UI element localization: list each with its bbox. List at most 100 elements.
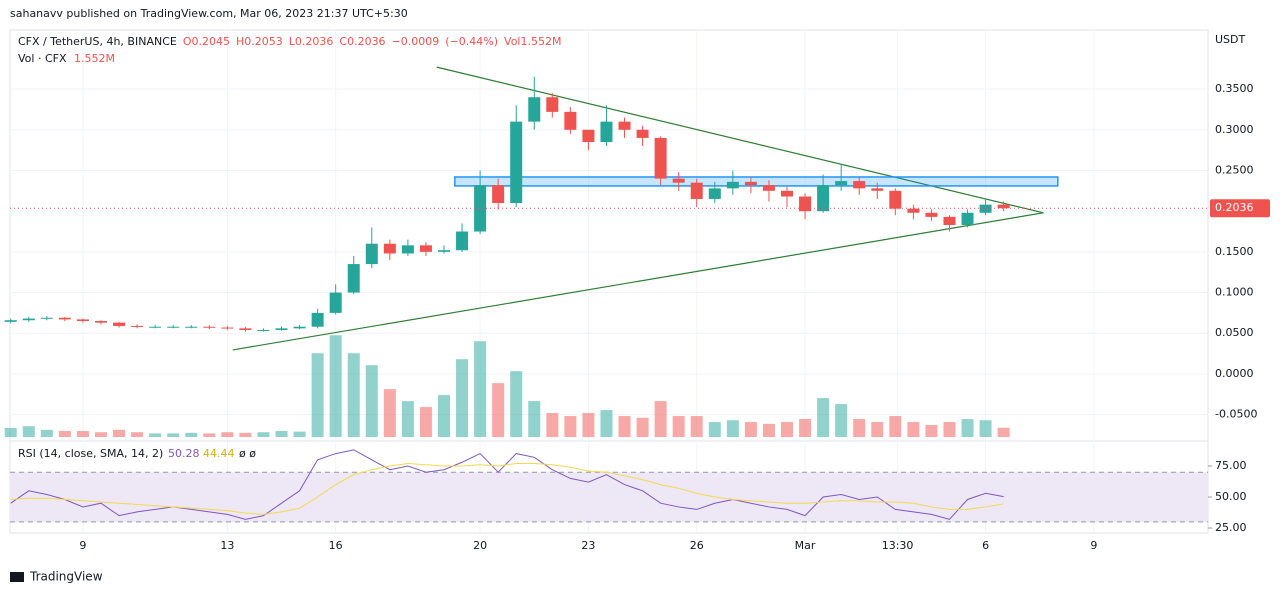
candle-body xyxy=(347,264,360,293)
candle-body xyxy=(654,137,667,179)
volume-bar xyxy=(528,401,541,437)
volume-bar xyxy=(94,432,107,437)
legend-value: (−0.44%) xyxy=(445,35,498,48)
volume-bar xyxy=(835,404,848,437)
trendline xyxy=(232,212,1044,351)
volume-bar xyxy=(744,422,757,437)
x-tick-label: Mar xyxy=(795,539,816,552)
x-tick-label: 20 xyxy=(473,539,487,552)
last-price-label: 0.2036 xyxy=(1215,201,1254,214)
y-tick-label: 0.0000 xyxy=(1215,367,1254,380)
volume-bar xyxy=(419,407,432,437)
x-tick-label: 23 xyxy=(581,539,595,552)
x-tick-label: 13 xyxy=(220,539,234,552)
y-tick-label: 0.1000 xyxy=(1215,286,1254,299)
symbol: CFX / TetherUS, 4h, BINANCE xyxy=(18,35,177,48)
legend-value: L0.2036 xyxy=(289,35,334,48)
candle-body xyxy=(564,111,577,130)
y-tick-label: 0.3500 xyxy=(1215,82,1254,95)
candle-body xyxy=(600,121,613,142)
candle-body xyxy=(76,319,89,322)
legend-value: C0.2036 xyxy=(339,35,385,48)
volume-bar xyxy=(582,413,595,437)
rsi-extra: ø ø xyxy=(239,447,256,460)
candle-body xyxy=(239,328,252,330)
candle-body xyxy=(979,204,992,213)
candle-body xyxy=(762,185,775,191)
candle-body xyxy=(907,208,920,213)
volume-bar xyxy=(58,431,71,437)
volume-bar xyxy=(492,383,505,437)
volume-bar xyxy=(636,417,649,437)
x-tick-label: 9 xyxy=(1090,539,1097,552)
volume-bar xyxy=(708,422,721,437)
candle-body xyxy=(401,245,414,254)
volume-bar xyxy=(853,419,866,437)
volume-bar xyxy=(871,422,884,437)
rsi-band xyxy=(10,472,1208,522)
volume-bar xyxy=(943,422,956,437)
volume-bar xyxy=(275,431,288,437)
volume-bar xyxy=(817,398,830,437)
volume-value: 1.552M xyxy=(74,52,115,65)
candle-body xyxy=(437,250,450,252)
candle-body xyxy=(4,320,17,322)
candle-body xyxy=(419,245,432,252)
volume-bar xyxy=(167,433,180,437)
rsi-sma-value: 44.44 xyxy=(203,447,235,460)
candle-body xyxy=(799,196,812,212)
candle-body xyxy=(383,243,396,254)
candle-body xyxy=(636,129,649,138)
candle-body xyxy=(925,212,938,217)
candle-body xyxy=(275,328,288,330)
candle-body xyxy=(781,190,794,197)
volume-bar xyxy=(510,371,523,437)
rsi-tick-label: 75.00 xyxy=(1215,459,1247,472)
candle-body xyxy=(329,292,342,313)
candle-body xyxy=(961,212,974,225)
candle-body xyxy=(131,325,144,327)
volume-bar xyxy=(257,432,270,437)
candle-body xyxy=(474,185,487,232)
volume-bar xyxy=(546,413,559,437)
volume-bar xyxy=(889,416,902,437)
last-price-tag xyxy=(1210,199,1270,218)
candle-body xyxy=(257,329,270,331)
y-tick-label: 0.2500 xyxy=(1215,163,1254,176)
y-tick-label: 0.1500 xyxy=(1215,245,1254,258)
y-tick-label: 0.3000 xyxy=(1215,123,1254,136)
volume-bar xyxy=(311,353,324,437)
rsi-tick-label: 50.00 xyxy=(1215,490,1247,503)
trendline xyxy=(436,66,1044,214)
volume-bar xyxy=(221,432,234,437)
candle-body xyxy=(708,188,721,199)
candle-body xyxy=(997,204,1010,209)
volume-bar xyxy=(979,420,992,437)
volume-bar xyxy=(961,419,974,437)
candle-body xyxy=(726,181,739,189)
logo xyxy=(10,572,24,582)
candle-body xyxy=(221,327,234,329)
candle-body xyxy=(510,121,523,204)
y-tick-label: 0.0500 xyxy=(1215,326,1254,339)
candle-body xyxy=(618,121,631,130)
price-legend: CFX / TetherUS, 4h, BINANCE O0.2045 H0.205… xyxy=(18,35,561,48)
volume-bar xyxy=(76,431,89,437)
legend-value: Vol1.552M xyxy=(504,35,561,48)
zone xyxy=(454,176,1059,187)
volume-bar xyxy=(726,420,739,437)
candle-body xyxy=(311,312,324,327)
candle-body xyxy=(94,321,107,323)
candle-body xyxy=(365,243,378,265)
volume-bar xyxy=(40,429,53,437)
volume-bar xyxy=(762,423,775,437)
candle-body xyxy=(817,185,830,212)
x-tick-label: 9 xyxy=(79,539,86,552)
volume-bar xyxy=(672,416,685,437)
rsi-value: 50.28 xyxy=(168,447,200,460)
volume-bar xyxy=(781,422,794,437)
frame xyxy=(9,29,1209,534)
volume-bar xyxy=(907,422,920,437)
candle-body xyxy=(672,178,685,183)
candle-body xyxy=(528,97,541,122)
